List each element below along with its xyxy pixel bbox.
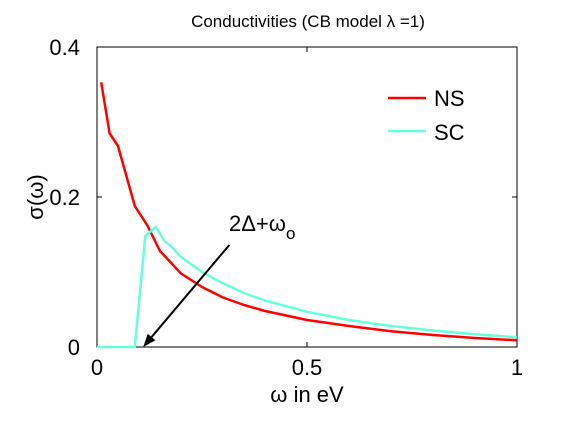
y-axis-label: σ(ω) [23,174,48,219]
series-layer [97,82,518,349]
x-axis-label: ω in eV [270,382,344,407]
annotation-main: 2Δ+ω [229,211,286,236]
tick-layer: 0 0.5 1 0 0.2 0.4 [49,35,523,380]
legend: NS SC [388,86,465,145]
x-tick-label: 1 [511,355,523,380]
x-tick-label: 0 [91,355,103,380]
annotation: 2Δ+ωo [143,211,295,347]
annotation-label: 2Δ+ωo [229,211,295,243]
series-line-sc [97,225,518,349]
y-tick-label: 0.2 [49,185,80,210]
chart-title: Conductivities (CB model λ =1) [191,12,425,31]
x-tick-label: 0.5 [292,355,323,380]
legend-label-sc: SC [434,120,465,145]
legend-label-ns: NS [434,86,465,111]
y-tick-label: 0.4 [49,35,80,60]
annotation-subscript: o [286,224,295,243]
series-line-ns [99,82,518,342]
annotation-arrow-shaft [150,244,231,338]
y-tick-label: 0 [68,335,80,360]
annotation-arrow-head [143,333,156,347]
